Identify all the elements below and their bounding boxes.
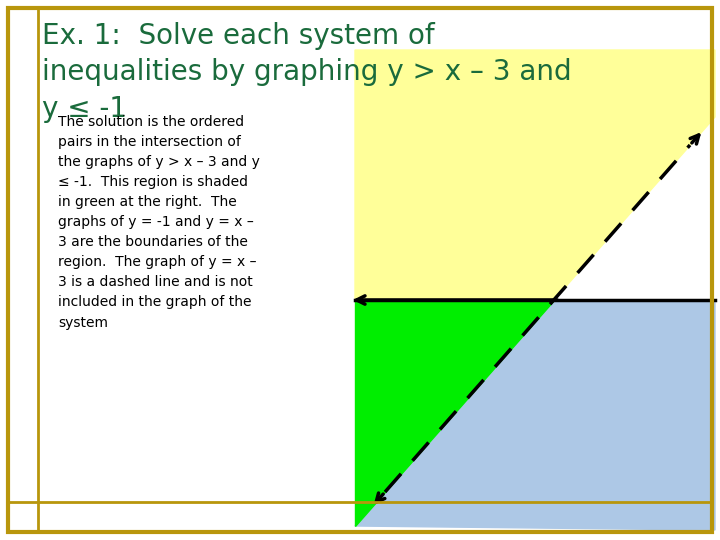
Text: inequalities by graphing y > x – 3 and: inequalities by graphing y > x – 3 and bbox=[42, 58, 572, 86]
Text: The solution is the ordered
pairs in the intersection of
the graphs of y > x – 3: The solution is the ordered pairs in the… bbox=[58, 115, 260, 329]
Polygon shape bbox=[355, 300, 715, 530]
Polygon shape bbox=[355, 300, 554, 526]
Polygon shape bbox=[355, 50, 715, 300]
Text: y ≤ -1: y ≤ -1 bbox=[42, 95, 127, 123]
Text: Ex. 1:  Solve each system of: Ex. 1: Solve each system of bbox=[42, 22, 435, 50]
